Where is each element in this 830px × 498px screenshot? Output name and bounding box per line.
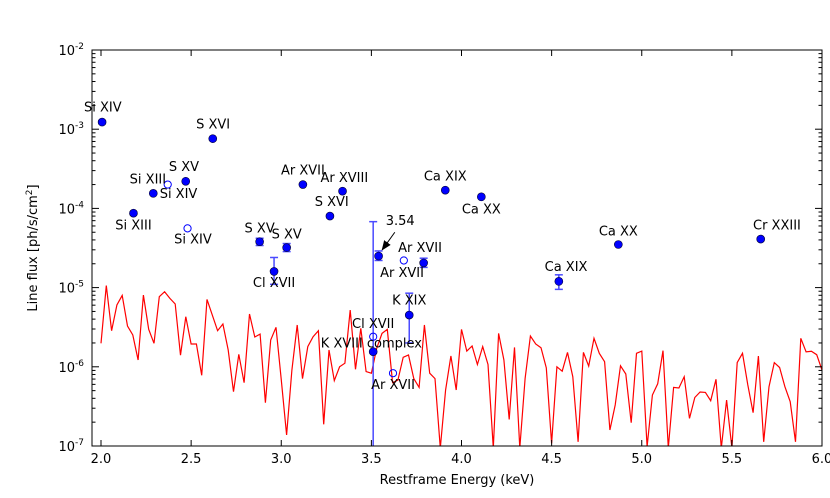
x-tick-label: 4.5	[541, 452, 562, 467]
line-label: Ar XVII	[380, 266, 424, 281]
line-label: Ar XVII	[371, 378, 415, 393]
x-tick-label: 5.0	[631, 452, 652, 467]
x-tick-label: 2.5	[181, 452, 202, 467]
y-tick-label: 10-2	[58, 42, 84, 59]
line-label: Ca XIX	[545, 260, 588, 275]
data-point-filled	[148, 189, 158, 198]
line-label: S XV	[245, 221, 275, 236]
line-label: Si XIII	[130, 172, 166, 187]
x-tick-label: 2.0	[91, 452, 112, 467]
line-label: Ca XIX	[424, 169, 467, 184]
x-tick-label: 5.5	[722, 452, 743, 467]
data-point-filled	[181, 176, 191, 186]
data-point-filled	[338, 186, 347, 196]
line-label: S XVI	[315, 195, 349, 210]
line-label: Si XIV	[84, 101, 122, 116]
x-axis-label: Restframe Energy (keV)	[380, 473, 535, 488]
y-tick-label: 10-7	[58, 438, 84, 455]
error-bar	[369, 220, 378, 446]
line-label: S XV	[169, 160, 199, 175]
y-tick-label: 10-4	[58, 200, 84, 217]
annotation-arrow	[381, 231, 396, 251]
y-tick-label: 10-3	[58, 121, 84, 138]
x-tick-label: 4.0	[451, 452, 472, 467]
data-point-filled	[614, 240, 623, 249]
data-point-filled	[554, 277, 564, 286]
data-point-filled	[129, 208, 138, 218]
data-point-filled	[298, 180, 308, 189]
data-point-filled	[208, 134, 218, 143]
plot-area	[97, 117, 822, 446]
line-label: K XIX	[392, 293, 426, 308]
noise-line	[100, 285, 822, 446]
line-label: K XVIII complex	[321, 336, 422, 351]
data-point-filled	[282, 243, 291, 252]
line-label: Ar XVII	[398, 241, 442, 256]
y-tick-label: 10-6	[58, 359, 84, 376]
line-label: Cr XXIII	[753, 218, 801, 233]
line-label: Cl XVII	[253, 276, 295, 291]
line-label: Cl XVII	[352, 317, 394, 332]
data-point-filled	[97, 117, 107, 127]
data-point-open	[388, 369, 398, 378]
data-point-filled	[269, 267, 279, 276]
data-point-filled	[419, 258, 428, 268]
y-tick-label: 10-5	[58, 280, 84, 297]
data-point-filled	[255, 237, 264, 246]
line-label: Ca XX	[599, 225, 638, 240]
data-point-open	[183, 224, 192, 233]
data-point-filled	[756, 234, 766, 244]
data-point-filled	[368, 347, 378, 357]
data-point-open	[369, 332, 378, 341]
data-point-open	[399, 256, 408, 265]
axis-ticks: 2.0 2.5 3.0 3.5 4.0 4.5 5.0 5.5 6.0 10-7 10-6 10-5 1…	[58, 42, 830, 467]
line-label: Si XIV	[174, 232, 212, 247]
y-axis-label: Line flux [ph/s/cm2]	[25, 184, 41, 311]
annotation-label: 3.54	[386, 214, 415, 229]
x-tick-label: 3.0	[271, 452, 292, 467]
data-point-filled	[374, 251, 383, 261]
line-label: S XVI	[196, 117, 230, 132]
line-label: S XV	[272, 228, 302, 243]
line-label: Ca XX	[462, 203, 501, 218]
line-label: Si XIII	[115, 218, 151, 233]
line-label: Ar XVII	[281, 164, 325, 179]
line-label: Si XIV	[160, 187, 198, 202]
line-label: Ar XVIII	[321, 171, 369, 186]
x-tick-label: 3.5	[361, 452, 382, 467]
data-point-filled	[325, 211, 335, 221]
data-point-filled	[404, 310, 414, 320]
data-point-filled	[440, 185, 450, 195]
data-point-open	[163, 180, 172, 189]
x-tick-label: 6.0	[812, 452, 830, 467]
axes-frame	[91, 49, 823, 447]
data-point-filled	[477, 192, 486, 202]
